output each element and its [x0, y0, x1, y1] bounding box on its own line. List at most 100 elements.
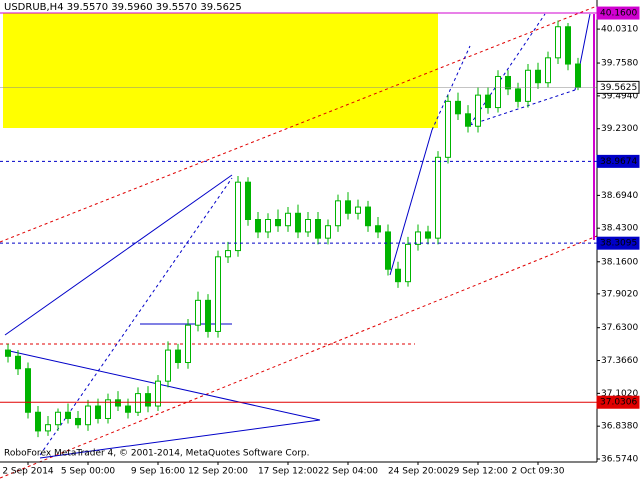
y-tick-label: 38.1600 — [601, 257, 638, 267]
candle-body — [505, 75, 511, 90]
trend-line — [469, 13, 546, 126]
candle-body — [195, 299, 201, 326]
x-tick-label: 29 Sep 12:00 — [448, 467, 508, 477]
candle-body — [235, 181, 241, 252]
candle-body — [275, 218, 281, 227]
candle-body — [555, 26, 561, 59]
x-tick-label: 5 Sep 00:00 — [61, 467, 116, 477]
x-tick-label: 12 Sep 20:00 — [188, 467, 248, 477]
trend-line — [39, 419, 321, 459]
candle-body — [85, 405, 91, 426]
candle-body — [355, 206, 361, 214]
level-label: 39.5625 — [600, 83, 637, 93]
candle-body — [465, 113, 471, 127]
candle-body — [35, 411, 41, 432]
candle-body — [315, 218, 321, 239]
y-tick-label: 38.6940 — [601, 191, 638, 201]
candle-body — [525, 69, 531, 102]
candle-body — [105, 399, 111, 419]
x-tick-label: 2 Oct 09:30 — [512, 467, 565, 477]
zone — [3, 13, 438, 128]
trend-line — [4, 349, 321, 421]
candle-body — [145, 393, 151, 407]
level-label: 37.0306 — [600, 398, 637, 408]
candle-body — [405, 243, 411, 283]
candle-body — [565, 26, 571, 65]
level-box — [596, 236, 640, 250]
trend-line — [0, 5, 598, 243]
level-box — [596, 395, 640, 409]
candle-body — [345, 200, 351, 214]
candle-body — [435, 156, 441, 239]
y-tick-label: 40.0310 — [601, 25, 638, 35]
candle-body — [485, 94, 491, 109]
candle-body — [205, 299, 211, 332]
candle-body — [75, 417, 81, 426]
candle-body — [575, 63, 581, 88]
candle-body — [295, 212, 301, 233]
trend-line — [469, 89, 576, 126]
candle-body — [25, 368, 31, 413]
trend-line — [0, 235, 598, 479]
candle-body — [245, 181, 251, 220]
x-tick-label: 9 Sep 16:00 — [131, 467, 186, 477]
candle-body — [455, 100, 461, 115]
candle-body — [115, 399, 121, 407]
candle-body — [5, 349, 11, 357]
candle-body — [475, 94, 481, 127]
chart-title: USDRUB,H4 39.5570 39.5960 39.5570 39.562… — [4, 2, 242, 13]
candle-body — [285, 212, 291, 227]
y-tick-label: 38.4300 — [601, 224, 638, 234]
candle-body — [335, 200, 341, 227]
y-tick-label: 37.1020 — [601, 389, 638, 399]
y-tick-label: 37.9020 — [601, 289, 638, 299]
level-label: 38.9674 — [600, 157, 637, 167]
x-tick-label: 22 Sep 04:00 — [318, 467, 378, 477]
candle-body — [375, 225, 381, 233]
candle-body — [95, 405, 101, 419]
y-tick-label: 37.6300 — [601, 323, 638, 333]
candle-body — [385, 231, 391, 270]
candle-body — [325, 225, 331, 239]
y-tick-label: 39.2300 — [601, 124, 638, 134]
candle-body — [535, 69, 541, 84]
candle-body — [125, 405, 131, 413]
candle-body — [225, 250, 231, 258]
candle-body — [175, 349, 181, 364]
candle-body — [415, 231, 421, 245]
candle-body — [15, 355, 21, 370]
level-label: 40.1600 — [600, 9, 637, 19]
candle-body — [365, 206, 371, 227]
candle-body — [45, 424, 51, 432]
level-box — [596, 6, 640, 20]
level-box — [596, 80, 640, 94]
candle-body — [265, 218, 271, 233]
candle-body — [185, 324, 191, 364]
footer: RoboForex MetaTrader 4, © 2001-2014, Met… — [4, 449, 310, 459]
candle-body — [255, 218, 261, 233]
candle-body — [305, 218, 311, 233]
candle-body — [165, 349, 171, 382]
trend-line — [4, 174, 233, 336]
y-tick-label: 39.4940 — [601, 91, 638, 101]
x-tick-label: 17 Sep 12:00 — [258, 467, 318, 477]
candle-body — [65, 411, 71, 419]
y-tick-label: 37.3660 — [601, 356, 638, 366]
candle-body — [155, 380, 161, 407]
x-tick-label: 24 Sep 20:00 — [388, 467, 448, 477]
x-tick-label: 2 Sep 2014 — [2, 467, 54, 477]
level-box — [596, 154, 640, 168]
candle-body — [395, 268, 401, 283]
candle-body — [425, 231, 431, 239]
y-tick-label: 36.8380 — [601, 422, 638, 432]
candle-body — [495, 75, 501, 109]
candle-body — [445, 100, 451, 158]
level-label: 38.3095 — [600, 239, 637, 249]
candle-body — [55, 411, 61, 426]
candle-body — [215, 256, 221, 332]
candle-body — [515, 88, 521, 102]
trend-line — [389, 129, 433, 276]
candle-body — [545, 57, 551, 84]
